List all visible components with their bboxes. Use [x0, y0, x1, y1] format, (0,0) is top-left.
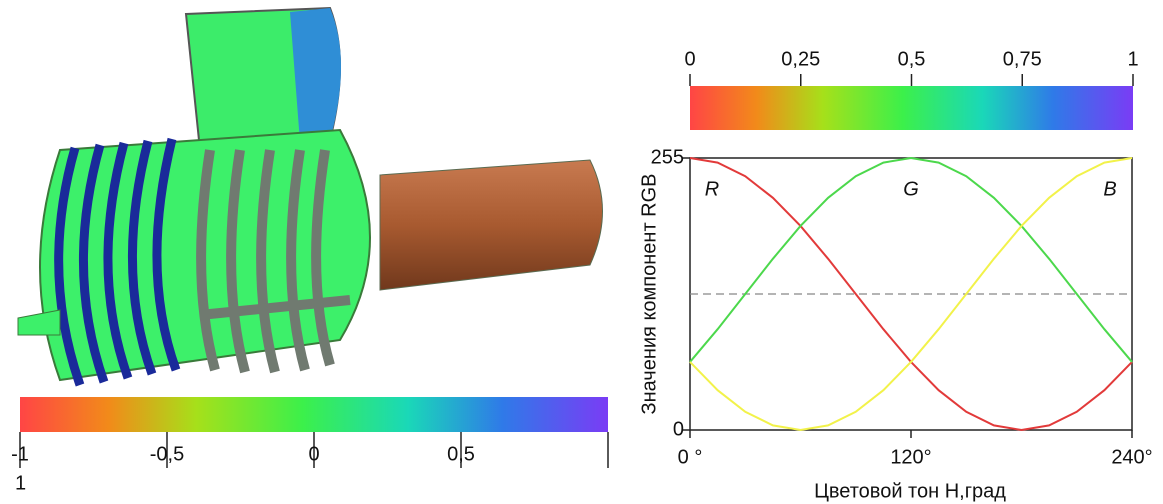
- tick-label: -0,5: [150, 443, 184, 465]
- tick-label: 0: [684, 48, 695, 70]
- tick-label: 0,25: [781, 48, 820, 70]
- tick-label: 0: [308, 443, 319, 465]
- series-name: G: [903, 178, 919, 200]
- y-tick-label: 255: [651, 146, 684, 168]
- tick-label: 1: [15, 472, 26, 494]
- tick-label: 0,5: [447, 443, 475, 465]
- colorbar-2: [690, 86, 1133, 130]
- x-tick-label: 120°: [890, 446, 931, 468]
- y-tick-label: 0: [673, 418, 684, 440]
- series-name: R: [705, 178, 719, 200]
- colorbar-1: [20, 397, 608, 432]
- tick-label: -1: [11, 443, 29, 465]
- page: Значения компонент RGB Цветовой тон H,гр…: [0, 0, 1163, 504]
- render-3d: [18, 8, 603, 385]
- tick-label: 1: [1127, 48, 1138, 70]
- x-tick-label: 0 °: [678, 446, 703, 468]
- tick-label: 0,5: [898, 48, 926, 70]
- x-tick-label: 240°: [1111, 446, 1152, 468]
- x-axis-label: Цветовой тон H,град: [814, 480, 1006, 502]
- y-axis-label: Значения компонент RGB: [638, 173, 660, 414]
- series-name: B: [1103, 178, 1116, 200]
- tick-label: 0,75: [1003, 48, 1042, 70]
